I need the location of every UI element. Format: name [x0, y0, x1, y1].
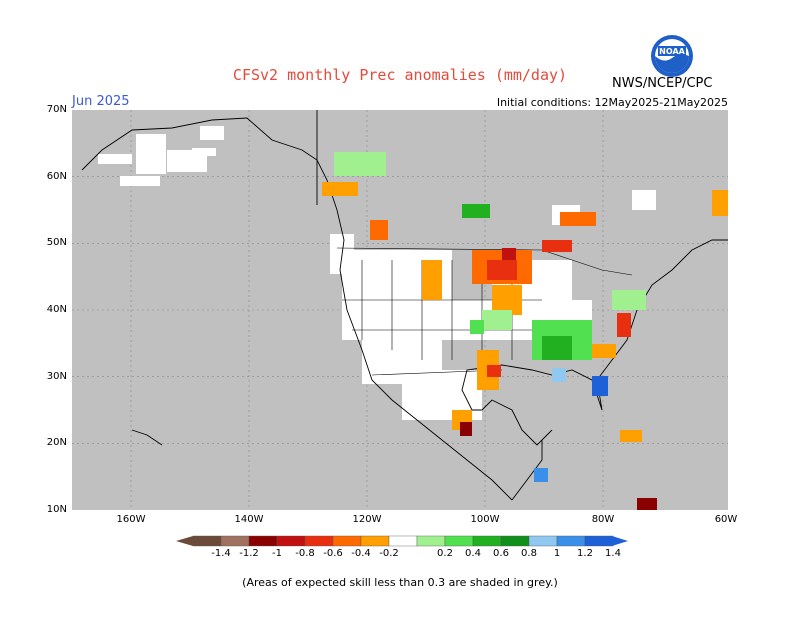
- colorbar-label: 1.4: [605, 548, 621, 559]
- colorbar-label: 0.2: [437, 548, 453, 559]
- colorbar-cell: [472, 535, 502, 547]
- colorbar-cell: [192, 535, 222, 547]
- lon-label-80w: 80W: [591, 514, 615, 525]
- colorbar-cell: [220, 535, 250, 547]
- colorbar-label: -1.4: [211, 548, 231, 559]
- colorbar-cell: [332, 535, 362, 547]
- skill-footnote: (Areas of expected skill less than 0.3 a…: [242, 576, 558, 589]
- lon-label-140w: 140W: [234, 514, 264, 525]
- svg-text:NOAA: NOAA: [659, 47, 685, 56]
- colorbar-cell: [276, 535, 306, 547]
- colorbar-cell: [388, 535, 418, 547]
- colorbar-label: -0.6: [323, 548, 343, 559]
- lat-label-10n: 10N: [46, 504, 67, 515]
- lon-label-60w: 60W: [714, 514, 738, 525]
- colorbar: [176, 535, 628, 547]
- colorbar-cells: [192, 535, 614, 547]
- month-label: Jun 2025: [72, 94, 130, 109]
- colorbar-label: -0.4: [351, 548, 371, 559]
- colorbar-label: -0.2: [379, 548, 399, 559]
- colorbar-label: 0.8: [521, 548, 537, 559]
- lon-label-160w: 160W: [116, 514, 146, 525]
- colorbar-label: -1: [272, 548, 282, 559]
- colorbar-label: 1: [553, 548, 561, 559]
- agency-label: NWS/NCEP/CPC: [612, 76, 713, 91]
- precip-anomaly-map: [72, 110, 728, 510]
- noaa-logo: NOAA: [651, 35, 693, 77]
- colorbar-cell: [556, 535, 586, 547]
- lat-label-30n: 30N: [46, 371, 67, 382]
- colorbar-cell: [500, 535, 530, 547]
- colorbar-label: 1.2: [577, 548, 593, 559]
- colorbar-cell: [584, 535, 614, 547]
- colorbar-low-arrow: [176, 536, 193, 546]
- lat-label-50n: 50N: [46, 237, 67, 248]
- lon-label-100w: 100W: [470, 514, 500, 525]
- lat-label-60n: 60N: [46, 171, 67, 182]
- colorbar-label: -0.8: [295, 548, 315, 559]
- colorbar-cell: [304, 535, 334, 547]
- map-title: CFSv2 monthly Prec anomalies (mm/day): [232, 66, 568, 84]
- colorbar-cell: [444, 535, 474, 547]
- lon-label-120w: 120W: [352, 514, 382, 525]
- colorbar-label: 0.4: [465, 548, 481, 559]
- wet-anomalies: [334, 152, 646, 482]
- colorbar-label: -1.2: [239, 548, 259, 559]
- colorbar-cell: [528, 535, 558, 547]
- colorbar-cell: [360, 535, 390, 547]
- colorbar-cell: [248, 535, 278, 547]
- lat-label-40n: 40N: [46, 304, 67, 315]
- initial-conditions: Initial conditions: 12May2025-21May2025: [496, 96, 728, 109]
- colorbar-cell: [416, 535, 446, 547]
- colorbar-label: 0.6: [493, 548, 509, 559]
- dry-anomalies: [322, 182, 728, 510]
- lat-label-70n: 70N: [46, 104, 67, 115]
- lat-label-20n: 20N: [46, 437, 67, 448]
- colorbar-high-arrow: [612, 536, 628, 546]
